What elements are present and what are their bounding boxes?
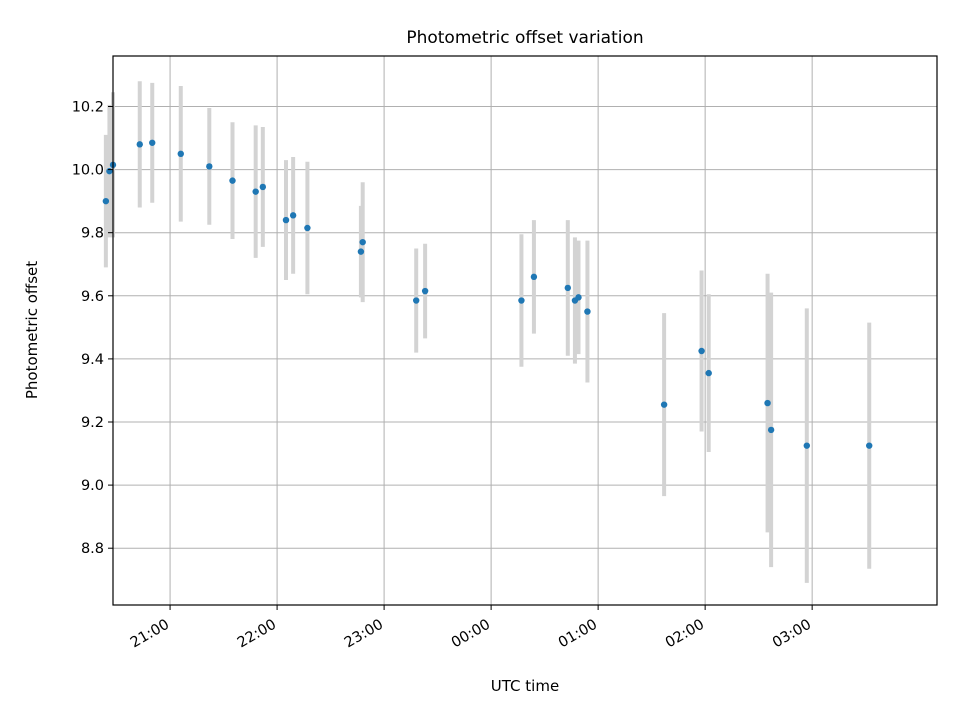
data-point	[229, 177, 236, 184]
data-point	[660, 401, 668, 408]
y-tick-label: 10.2	[72, 99, 104, 115]
plot-frame	[112, 55, 938, 606]
data-point	[177, 150, 184, 158]
x-axis-label: UTC time	[491, 677, 559, 695]
data-point	[530, 273, 538, 281]
data-point	[252, 188, 259, 195]
y-tick-label: 9.4	[81, 352, 104, 368]
data-point	[102, 197, 110, 205]
chart-title: Photometric offset variation	[406, 28, 643, 48]
data-point	[149, 139, 156, 146]
y-tick-label: 10.0	[72, 163, 104, 179]
data-point	[764, 399, 771, 407]
data-point	[289, 212, 297, 219]
data-point	[767, 426, 775, 434]
y-tick-label: 8.8	[81, 541, 104, 557]
data-point	[206, 163, 213, 170]
data-point	[584, 308, 591, 315]
y-tick-label: 9.6	[81, 289, 104, 305]
data-point	[421, 287, 429, 295]
data-point	[564, 284, 572, 292]
y-tick-label: 9.8	[81, 226, 104, 242]
data-point	[359, 238, 366, 246]
data-points	[102, 139, 873, 449]
data-point	[357, 248, 365, 255]
y-tick-label: 9.2	[81, 415, 104, 431]
data-point	[304, 224, 311, 232]
y-tick-label: 9.0	[81, 478, 104, 494]
y-axis-ticks: 8.8 9.0 9.2 9.4 9.6 9.8 10.0 10.2	[72, 99, 113, 557]
data-point	[136, 141, 143, 148]
data-point	[106, 167, 113, 175]
data-point	[698, 347, 705, 355]
grid-lines	[113, 56, 937, 605]
data-point	[259, 183, 267, 191]
y-axis-label: Photometric offset	[23, 261, 41, 399]
data-point	[575, 294, 582, 301]
data-point	[705, 369, 712, 377]
data-point	[803, 442, 811, 449]
data-point	[413, 297, 420, 304]
data-point	[518, 297, 525, 304]
data-point	[866, 442, 873, 449]
data-point	[282, 216, 290, 224]
